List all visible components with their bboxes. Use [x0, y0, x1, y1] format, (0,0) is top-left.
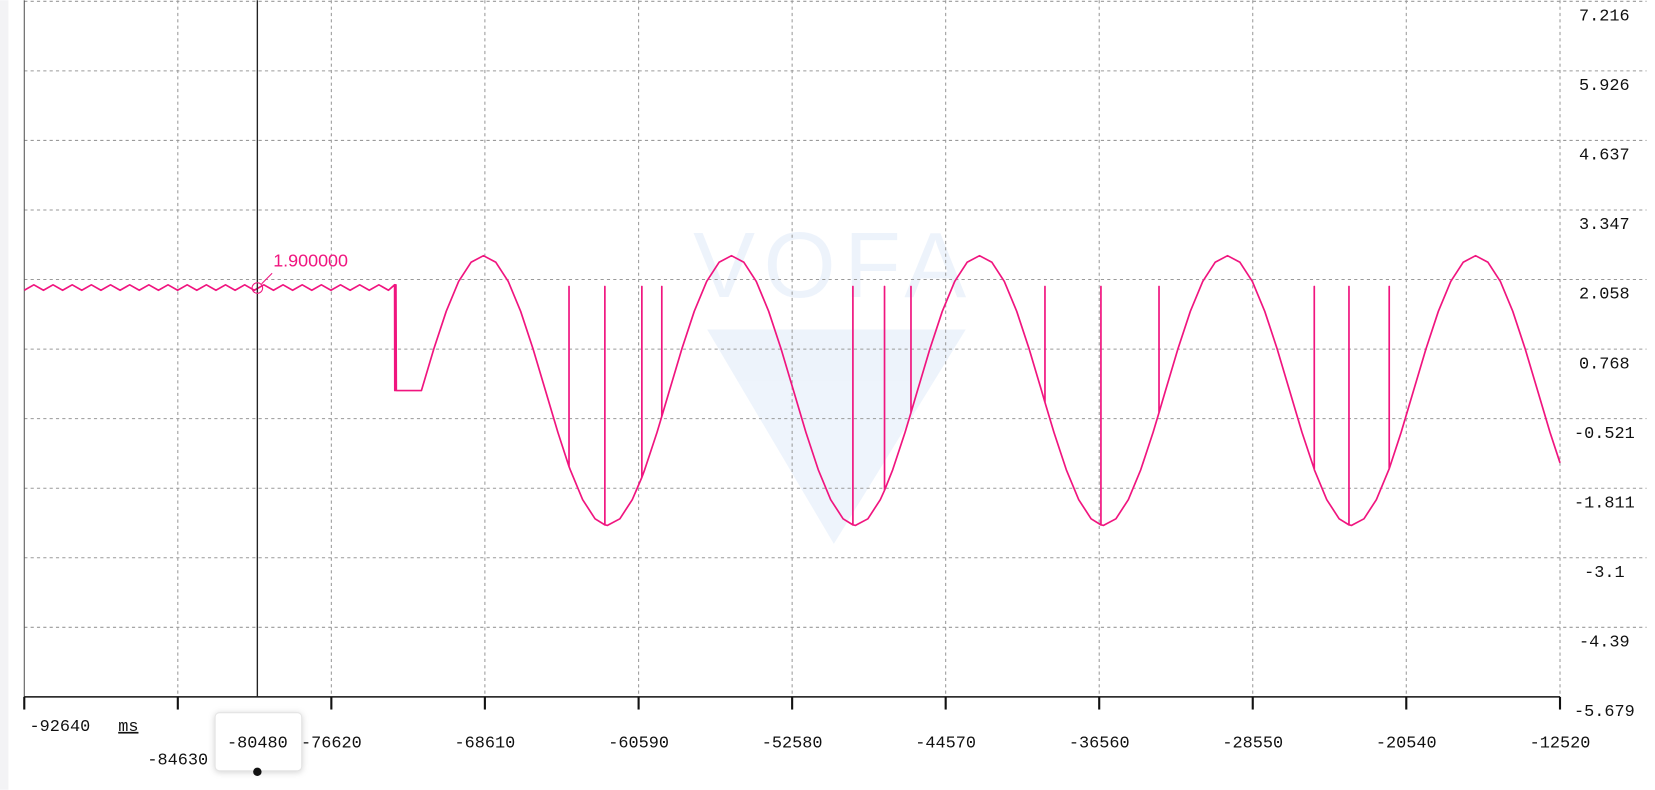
y-tick-label: 7.216	[1579, 8, 1630, 27]
x-tick-label: -68610	[454, 735, 515, 754]
y-tick-label: -5.679	[1574, 703, 1635, 722]
y-tick-label: 4.637	[1579, 147, 1630, 166]
y-tick-label: 5.926	[1579, 77, 1630, 96]
cursor[interactable]: 1.900000 -80480	[214, 0, 348, 777]
x-tick-label: -44570	[915, 735, 976, 754]
watermark: VOFA	[693, 213, 975, 544]
y-tick-label: -0.521	[1574, 425, 1635, 444]
left-strip	[0, 0, 9, 790]
x-tick-label: -76620	[301, 735, 362, 754]
x-tick-label: -84630	[147, 752, 208, 771]
y-tick-label: -1.811	[1574, 494, 1635, 513]
x-tick-label: -92640	[30, 718, 91, 737]
x-tick-label: -60590	[608, 735, 669, 754]
cursor-leader[interactable]	[261, 272, 273, 285]
cursor-point[interactable]	[251, 282, 264, 294]
data-line	[23, 254, 1561, 527]
watermark-text: VOFA	[693, 213, 975, 317]
x-axis-unit: ms	[118, 718, 138, 737]
cursor-x-label[interactable]: -80480	[227, 735, 288, 754]
x-tick-label: -12520	[1530, 735, 1591, 754]
y-tick-label: 2.058	[1579, 286, 1630, 305]
y-tick-label: 3.347	[1579, 216, 1630, 235]
y-tick-label: -3.1	[1584, 564, 1625, 583]
x-tick-label: -20540	[1376, 735, 1437, 754]
plot	[23, 254, 1561, 527]
x-tick-label: -52580	[762, 735, 823, 754]
cursor-value-label[interactable]: 1.900000	[273, 250, 348, 270]
x-tick-label: -36560	[1069, 735, 1130, 754]
grid	[24, 0, 1647, 697]
cursor-handle[interactable]	[253, 767, 262, 777]
x-tick-label: -28550	[1222, 735, 1283, 754]
y-tick-label: -4.39	[1579, 634, 1630, 653]
y-tick-label: 0.768	[1579, 355, 1630, 374]
watermark-logo	[707, 329, 966, 544]
